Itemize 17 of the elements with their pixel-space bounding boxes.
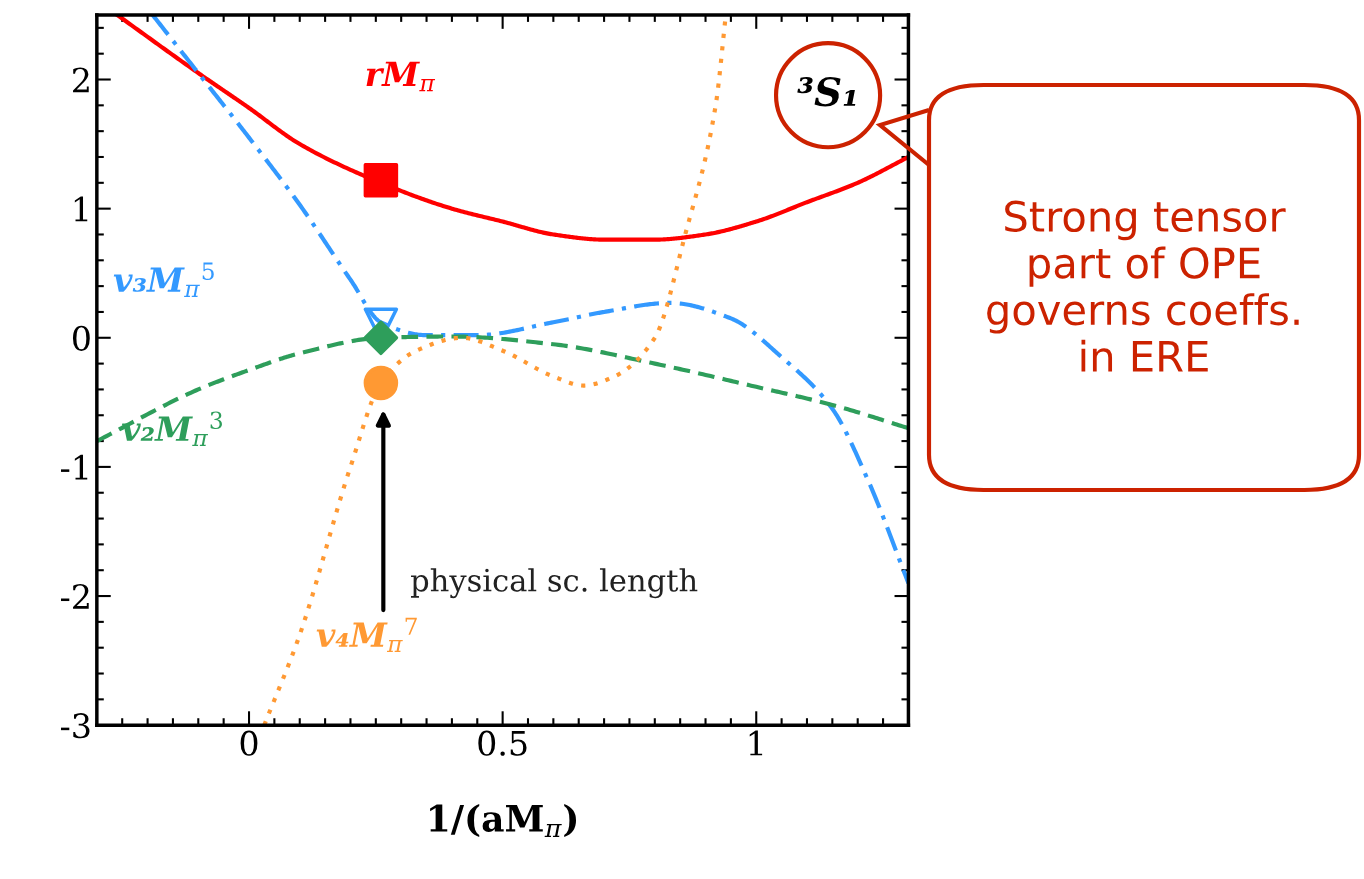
x-tick-label: 0.5	[478, 730, 527, 756]
y-tick-label: 2	[73, 67, 89, 93]
x-tick-label: 1	[749, 730, 763, 756]
annotation: physical sc. length	[410, 568, 698, 599]
y-tick-label: -2	[60, 583, 89, 609]
y-tick-label: -1	[60, 454, 88, 480]
x-tick-label: 0	[240, 730, 258, 756]
text: Strong tensor part of OPE governs coeffs. in ERE	[987, 200, 1299, 372]
annotation: ³S₁	[797, 77, 856, 107]
series-label: v₄M$_{π}$$^{7}$	[316, 617, 417, 653]
x-axis-title: 1/(aM$_{π}$)	[430, 803, 577, 838]
y-tick-label: 1	[74, 196, 88, 222]
series-label: v₂M$_{π}$$^{3}$	[121, 411, 222, 447]
y-tick-label: 0	[72, 325, 90, 351]
text: rM$_{π}$	[366, 61, 436, 92]
text: v₃M$_{π}$$^{5}$	[113, 262, 214, 297]
y-tick-label: -3	[60, 713, 90, 739]
